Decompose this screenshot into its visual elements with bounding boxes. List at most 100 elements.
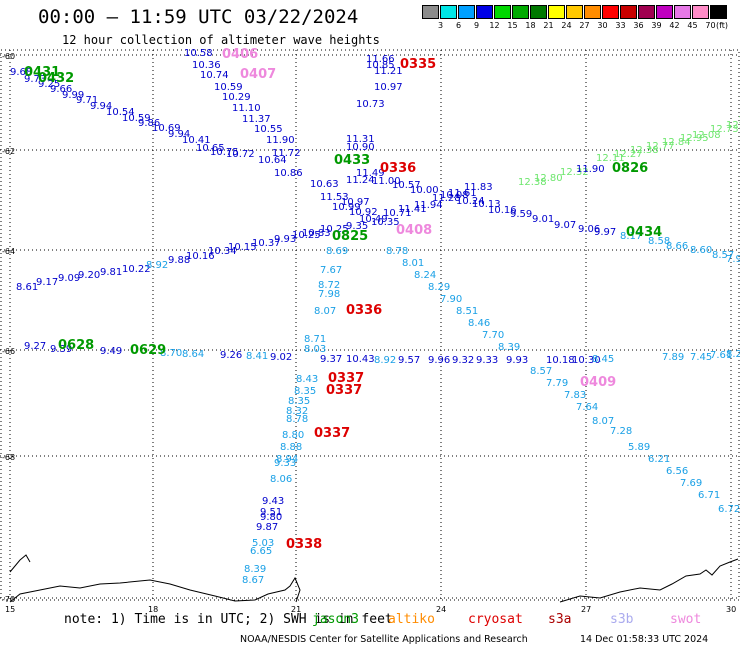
- wave-height-value: 7.98: [318, 289, 340, 300]
- pass-label: 0336: [380, 161, 416, 176]
- wave-height-value: 11.61: [448, 188, 477, 199]
- wave-height-value: 8.57: [530, 366, 552, 377]
- satellite-jason3: jason3: [312, 612, 359, 627]
- wave-height-value: 10.69: [152, 123, 181, 134]
- wave-height-value: 11.72: [272, 148, 301, 159]
- wave-height-value: 5.89: [628, 442, 650, 453]
- pass-label: 0338: [286, 537, 322, 552]
- wave-height-value: 10.86: [274, 168, 303, 179]
- wave-height-value: 10.08: [440, 190, 469, 201]
- wave-height-value: 8.32: [286, 406, 308, 417]
- wave-height-value: 11.41: [398, 204, 427, 215]
- wave-height-value: 11.10: [232, 103, 261, 114]
- legend-label: 9: [473, 21, 480, 30]
- wave-height-value: 9.43: [262, 496, 284, 507]
- wave-height-value: 10.72: [226, 149, 255, 160]
- lon-tick-label: 30: [726, 605, 736, 614]
- wave-height-value: 10.75: [210, 147, 239, 158]
- wave-height-value: 10.49: [359, 214, 388, 225]
- wave-height-value: 11.31: [346, 134, 375, 145]
- wave-height-value: 9.32: [452, 355, 474, 366]
- wave-height-value: 10.25: [320, 224, 349, 235]
- wave-height-value: 9.02: [270, 352, 292, 363]
- track: 10.5810.3610.7410.5910.2911.1011.3710.55…: [184, 48, 301, 159]
- wave-height-value: 11.66: [366, 54, 395, 65]
- legend-label: 18: [525, 21, 536, 30]
- wave-height-value: 11.21: [374, 66, 403, 77]
- wave-height-value: 10.25: [292, 230, 321, 241]
- wave-height-value: 9.06: [578, 224, 600, 235]
- coastline-path: [9, 554, 739, 603]
- wave-height-value: 9.81: [100, 267, 122, 278]
- wave-height-value: 9.51: [260, 507, 282, 518]
- wave-height-value: 8.46: [468, 318, 490, 329]
- wave-height-value: 9.01: [532, 214, 554, 225]
- wave-height-value: 8.41: [246, 351, 268, 362]
- wave-height-value: 7.61: [710, 350, 732, 361]
- legend-swatch: [548, 5, 565, 19]
- pass-label: 0406: [222, 47, 258, 62]
- wave-height-value: 8.88: [280, 442, 302, 453]
- wave-height-value: 9.59: [510, 209, 532, 220]
- wave-height-value: 10.35: [371, 217, 400, 228]
- pass-label: 0407: [240, 67, 276, 82]
- wave-height-value: 8.35: [288, 396, 310, 407]
- pass-label: 0433: [334, 153, 370, 168]
- wave-height-value: 10.16: [186, 251, 215, 262]
- legend-swatch: [656, 5, 673, 19]
- wave-height-value: 9.80: [260, 512, 282, 523]
- wave-height-value: 8.03: [304, 344, 326, 355]
- pass-label: 0825: [332, 229, 368, 244]
- pass-label: 0336: [346, 303, 382, 318]
- wave-height-value: 5.03: [252, 538, 274, 549]
- wave-height-value: 10.73: [356, 99, 385, 110]
- wave-height-value: 9.66: [50, 84, 72, 95]
- wave-height-value: 11.24: [346, 175, 375, 186]
- legend-label: 15: [507, 21, 518, 30]
- wave-height-value: 12.27: [614, 149, 643, 160]
- wave-height-value: 9.49: [100, 346, 122, 357]
- track: 9.689.739.259.669.999.719.9410.5410.599.…: [10, 67, 493, 228]
- wave-height-value: 8.17: [620, 231, 642, 242]
- wave-height-value: 8.71: [304, 334, 326, 345]
- pass-label: 0432: [38, 71, 74, 86]
- wave-height-value: 10.59: [122, 113, 151, 124]
- wave-height-value: 10.13: [472, 199, 501, 210]
- wave-height-value: 9.09: [58, 273, 80, 284]
- wave-height-value: 12.77: [646, 141, 675, 152]
- wave-height-value: 8.57: [712, 250, 734, 261]
- wave-height-value: 8.07: [592, 416, 614, 427]
- wave-height-value: 8.58: [648, 236, 670, 247]
- wave-height-value: 10.83: [302, 228, 331, 239]
- footer-credit: NOAA/NESDIS Center for Satellite Applica…: [240, 634, 528, 645]
- wave-height-value: 11.49: [356, 168, 385, 179]
- track: 12.3812.8012.3212.1112.2712.3812.7712.84…: [518, 115, 740, 188]
- wave-height-value: 6.72: [718, 504, 740, 515]
- legend-swatch: [422, 5, 439, 19]
- pass-label: 0409: [580, 375, 616, 390]
- wave-height-value: 9.94: [90, 101, 112, 112]
- legend-label: 27: [579, 21, 590, 30]
- wave-height-value: 8.64: [182, 349, 204, 360]
- wave-height-value: 8.45: [592, 354, 614, 365]
- wave-height-value: 8.92: [374, 355, 396, 366]
- track: 8.788.018.248.297.908.518.467.708.39 8.57…: [386, 246, 740, 515]
- lat-tick-label: -60: [2, 52, 15, 61]
- wave-height-value: 11.53: [320, 192, 349, 203]
- wave-height-value: 11.28: [432, 193, 461, 204]
- wave-height-value: 8.66: [666, 241, 688, 252]
- wave-height-value: 8.61: [16, 282, 38, 293]
- wave-height-value: 8.67: [242, 575, 264, 586]
- wave-height-value: 9.87: [256, 522, 278, 533]
- wave-height-value: 9.93: [506, 355, 528, 366]
- legend-swatch: [440, 5, 457, 19]
- wave-height-value: 7.64: [576, 402, 598, 413]
- legend-swatch: [692, 5, 709, 19]
- wave-height-value: 9.33: [476, 355, 498, 366]
- wave-height-value: 10.74: [200, 70, 229, 81]
- legend-swatch: [620, 5, 637, 19]
- wave-height-value: 9.71: [76, 95, 98, 106]
- wave-height-value: 9.39: [50, 344, 72, 355]
- track: 9.439.519.809.87: [256, 496, 284, 533]
